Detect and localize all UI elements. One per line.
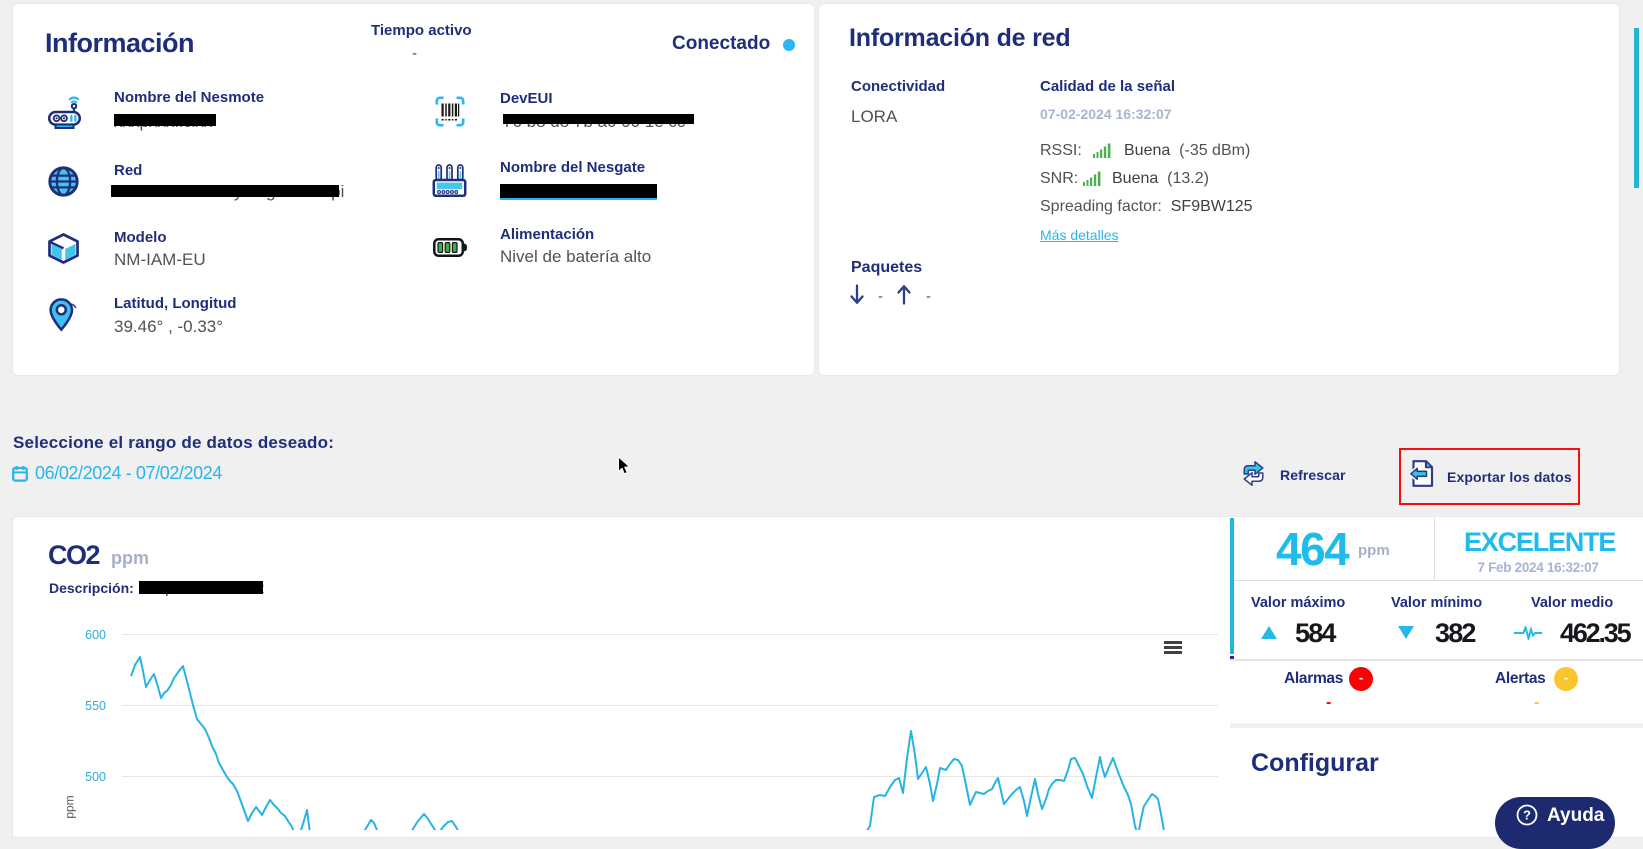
- svg-text:?: ?: [1523, 808, 1531, 823]
